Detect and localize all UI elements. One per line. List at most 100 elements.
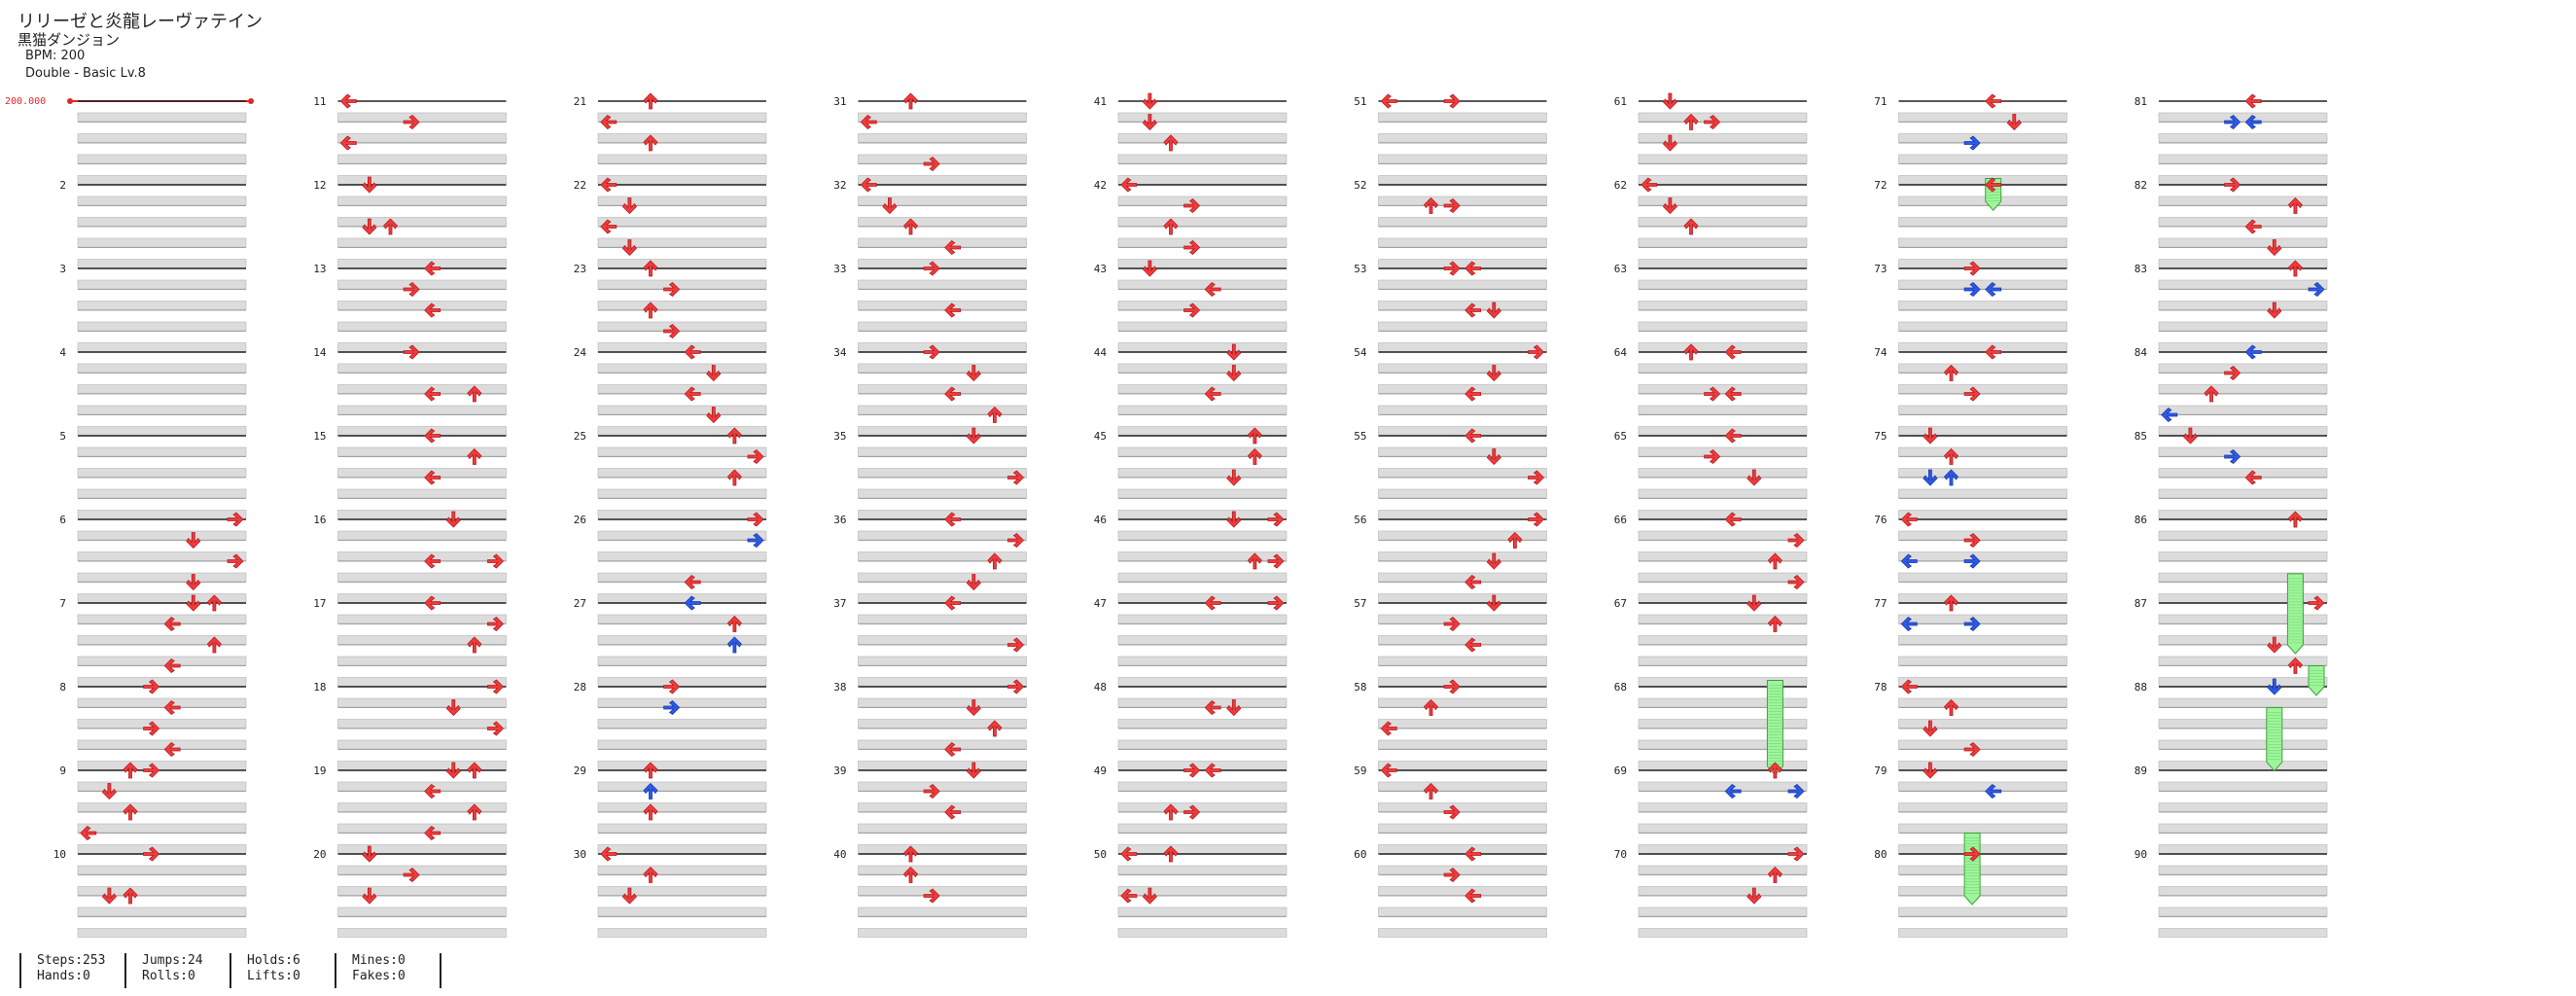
beat-band — [1378, 844, 1547, 854]
arrow-left-icon — [684, 574, 701, 590]
beat-band — [2158, 342, 2328, 352]
measure-number: 2 — [59, 179, 66, 192]
arrow-right-icon — [923, 344, 940, 360]
measure-number: 6 — [59, 514, 66, 526]
arrow-left-icon — [1464, 386, 1482, 402]
arrow-right-icon — [1443, 197, 1461, 214]
arrow-left-icon — [339, 135, 357, 151]
beat-band — [858, 468, 1027, 478]
arrow-down-icon — [1486, 302, 1501, 319]
beat-band — [337, 259, 507, 268]
arrow-right-icon — [2308, 281, 2325, 298]
arrow-up-icon — [123, 887, 138, 905]
measure-number: 79 — [1874, 765, 1887, 777]
beat-band — [337, 907, 507, 917]
measure-number: 63 — [1614, 263, 1627, 275]
measure-number: 42 — [1094, 179, 1107, 192]
arrow-up-icon — [1943, 364, 1959, 381]
arrow-down-icon — [1142, 260, 1157, 277]
arrow-down-icon — [1486, 594, 1501, 612]
arrow-up-icon — [902, 92, 919, 110]
measure-48 — [1117, 686, 1288, 770]
beat-band — [1117, 572, 1288, 583]
beat-band — [1898, 823, 2067, 834]
measure-28 — [597, 686, 767, 770]
arrow-up-icon — [643, 134, 658, 152]
arrow-left-icon — [1900, 679, 1918, 694]
beat-band — [858, 405, 1027, 415]
beat-band — [858, 530, 1027, 541]
measure-37 — [858, 602, 1027, 687]
beat-band — [2158, 530, 2328, 541]
measure-19 — [337, 769, 507, 854]
beat-band — [2158, 426, 2328, 436]
beat-band — [1638, 301, 1808, 310]
arrow-down-icon — [1226, 511, 1242, 528]
measure-31 — [858, 100, 1027, 185]
arrow-right-icon — [2224, 114, 2241, 130]
beat-band — [77, 237, 247, 248]
measure-59 — [1378, 769, 1547, 854]
arrow-down-icon — [1662, 92, 1677, 110]
arrow-down-icon — [1486, 448, 1501, 466]
measure-55 — [1378, 435, 1547, 519]
beat-band — [77, 781, 247, 792]
stat-steps: Steps:253 — [37, 953, 106, 968]
beat-band — [77, 468, 247, 478]
measure-35 — [858, 435, 1027, 519]
measure-38 — [858, 686, 1027, 770]
beat-band — [858, 802, 1027, 812]
beat-band — [1638, 446, 1808, 457]
arrow-right-icon — [1267, 595, 1285, 611]
measure-number: 34 — [833, 346, 847, 359]
measure-number: 62 — [1614, 179, 1627, 192]
beat-band — [858, 677, 1027, 687]
measure-number: 17 — [313, 597, 326, 610]
measure-number: 36 — [833, 514, 846, 526]
measure-number: 84 — [2135, 346, 2148, 359]
measure-60 — [1378, 853, 1547, 938]
arrow-right-icon — [747, 512, 764, 527]
beat-band — [1117, 907, 1288, 917]
beat-band — [597, 593, 767, 603]
arrow-up-icon — [902, 845, 919, 863]
beat-band — [1378, 301, 1547, 310]
beat-band — [1638, 363, 1808, 374]
measure-number: 67 — [1614, 597, 1627, 610]
measure-53 — [1378, 267, 1547, 352]
beat-band — [337, 112, 507, 123]
arrow-up-icon — [1767, 866, 1782, 883]
beat-band — [337, 342, 507, 352]
measure-2 — [77, 184, 247, 268]
measure-44 — [1117, 351, 1288, 436]
beat-band — [1378, 321, 1547, 332]
measure-number: 14 — [313, 346, 327, 359]
arrow-up-icon — [467, 803, 482, 821]
arrow-up-icon — [726, 636, 742, 654]
arrow-right-icon — [1443, 93, 1461, 109]
beat-band — [1378, 781, 1547, 792]
arrow-down-icon — [2182, 427, 2198, 445]
beat-band — [337, 781, 507, 792]
arrow-down-icon — [1142, 114, 1157, 131]
measure-number: 33 — [833, 263, 846, 275]
arrow-left-icon — [1380, 93, 1397, 109]
measure-67 — [1638, 602, 1808, 687]
beat-band — [1378, 823, 1547, 834]
arrow-up-icon — [726, 427, 742, 445]
beat-band — [1378, 196, 1547, 206]
measure-81 — [2158, 100, 2328, 185]
arrow-down-icon — [966, 762, 981, 779]
beat-band — [1638, 217, 1808, 227]
beat-band — [337, 154, 507, 164]
beat-band — [1898, 614, 2067, 624]
arrow-left-icon — [1464, 888, 1482, 904]
beat-band — [1638, 802, 1808, 812]
measure-number: 88 — [2135, 681, 2147, 694]
measure-26 — [597, 518, 767, 603]
arrow-left-icon — [2244, 93, 2262, 109]
beat-band — [1117, 196, 1288, 206]
beat-band — [597, 802, 767, 812]
arrow-up-icon — [1163, 218, 1179, 235]
measure-22 — [597, 184, 767, 268]
